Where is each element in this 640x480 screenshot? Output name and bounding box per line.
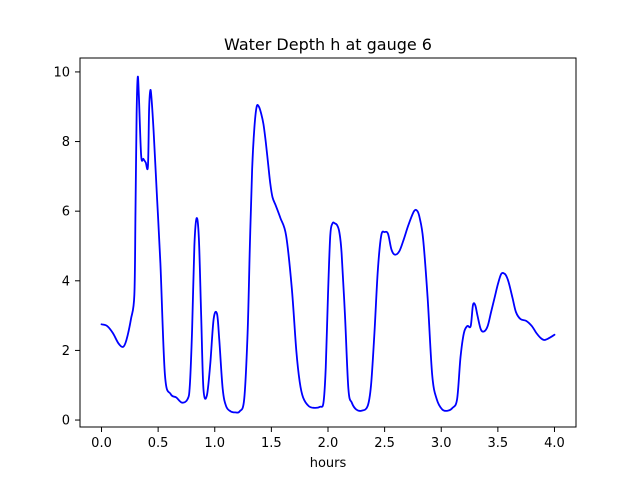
x-tick-label: 0.0 xyxy=(91,436,112,451)
x-tick-label: 1.0 xyxy=(204,436,225,451)
x-tick-label: 0.5 xyxy=(148,436,169,451)
x-tick-label: 3.5 xyxy=(488,436,509,451)
x-axis-label: hours xyxy=(310,456,347,471)
x-tick-label: 2.0 xyxy=(318,436,339,451)
y-tick-label: 6 xyxy=(62,205,70,220)
x-tick-label: 4.0 xyxy=(544,436,565,451)
x-axis-ticks: 0.0 0.5 1.0 1.5 2.0 2.5 3.0 3.5 4.0 xyxy=(91,427,565,451)
series-line xyxy=(100,75,556,414)
plot-frame xyxy=(79,57,577,428)
chart-title: Water Depth h at gauge 6 xyxy=(224,35,432,54)
y-tick-label: 2 xyxy=(62,344,70,359)
y-tick-label: 10 xyxy=(53,65,70,80)
x-tick-label: 2.5 xyxy=(374,436,395,451)
x-tick-label: 1.5 xyxy=(261,436,282,451)
y-tick-label: 4 xyxy=(62,274,70,289)
y-tick-label: 0 xyxy=(62,414,70,429)
y-tick-label: 8 xyxy=(62,135,70,150)
x-tick-label: 3.0 xyxy=(431,436,452,451)
y-axis-ticks: 0 2 4 6 8 10 xyxy=(53,65,80,429)
